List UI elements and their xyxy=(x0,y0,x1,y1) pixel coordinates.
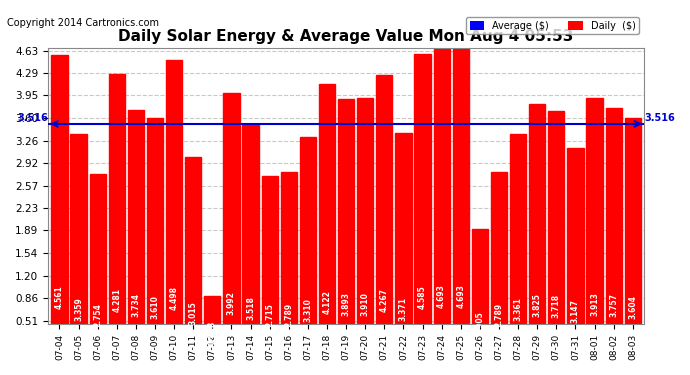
Bar xyxy=(338,99,354,354)
Text: 3.913: 3.913 xyxy=(590,292,599,316)
Text: 4.498: 4.498 xyxy=(170,286,179,310)
Bar xyxy=(90,174,106,354)
Text: 2.789: 2.789 xyxy=(495,303,504,327)
Bar xyxy=(529,104,545,354)
Text: 2.754: 2.754 xyxy=(93,303,102,327)
Bar xyxy=(472,230,488,354)
Bar xyxy=(433,47,450,354)
Text: 3.516: 3.516 xyxy=(17,112,48,123)
Text: 3.893: 3.893 xyxy=(342,292,351,316)
Bar xyxy=(453,47,469,354)
Title: Daily Solar Energy & Average Value Mon Aug 4 05:53: Daily Solar Energy & Average Value Mon A… xyxy=(119,29,574,44)
Text: 3.734: 3.734 xyxy=(131,294,140,318)
Bar xyxy=(395,134,411,354)
Bar xyxy=(70,134,87,354)
Bar xyxy=(624,118,641,354)
Bar xyxy=(242,124,259,354)
Bar xyxy=(415,54,431,354)
Text: 3.516: 3.516 xyxy=(644,112,675,123)
Text: 3.361: 3.361 xyxy=(513,297,522,321)
Bar xyxy=(166,60,182,354)
Text: 1.905: 1.905 xyxy=(475,312,484,336)
Text: 3.718: 3.718 xyxy=(552,294,561,318)
Bar xyxy=(128,110,144,354)
Text: 3.015: 3.015 xyxy=(189,301,198,324)
Text: 4.122: 4.122 xyxy=(322,290,331,314)
Text: 3.757: 3.757 xyxy=(609,293,618,317)
Bar xyxy=(491,171,507,354)
Text: 3.310: 3.310 xyxy=(304,298,313,322)
Text: 3.910: 3.910 xyxy=(361,292,370,316)
Bar xyxy=(108,74,125,354)
Text: 3.610: 3.610 xyxy=(150,295,159,319)
Text: 2.789: 2.789 xyxy=(284,303,293,327)
Bar xyxy=(357,98,373,354)
Text: 4.561: 4.561 xyxy=(55,286,64,309)
Bar xyxy=(510,134,526,354)
Text: 3.825: 3.825 xyxy=(533,293,542,316)
Bar xyxy=(376,75,393,354)
Legend: Average ($), Daily  ($): Average ($), Daily ($) xyxy=(466,16,640,34)
Bar xyxy=(51,56,68,354)
Bar xyxy=(185,157,201,354)
Bar xyxy=(204,296,220,354)
Bar xyxy=(567,148,584,354)
Bar xyxy=(262,176,278,354)
Text: Copyright 2014 Cartronics.com: Copyright 2014 Cartronics.com xyxy=(7,18,159,28)
Bar xyxy=(549,111,564,354)
Text: 3.518: 3.518 xyxy=(246,296,255,320)
Text: 4.585: 4.585 xyxy=(418,285,427,309)
Text: 4.693: 4.693 xyxy=(437,284,446,308)
Text: 3.359: 3.359 xyxy=(74,297,83,321)
Bar xyxy=(586,98,602,354)
Text: 3.604: 3.604 xyxy=(629,295,638,319)
Bar xyxy=(299,137,316,354)
Text: 2.715: 2.715 xyxy=(265,304,274,327)
Text: 0.888: 0.888 xyxy=(208,321,217,345)
Bar xyxy=(281,171,297,354)
Bar xyxy=(319,84,335,354)
Bar xyxy=(147,118,163,354)
Bar xyxy=(606,108,622,354)
Text: 4.267: 4.267 xyxy=(380,288,389,312)
Text: 3.147: 3.147 xyxy=(571,299,580,323)
Bar xyxy=(224,93,239,354)
Text: 4.281: 4.281 xyxy=(112,288,121,312)
Text: 3.371: 3.371 xyxy=(399,297,408,321)
Text: 3.992: 3.992 xyxy=(227,291,236,315)
Text: 4.693: 4.693 xyxy=(456,284,465,308)
